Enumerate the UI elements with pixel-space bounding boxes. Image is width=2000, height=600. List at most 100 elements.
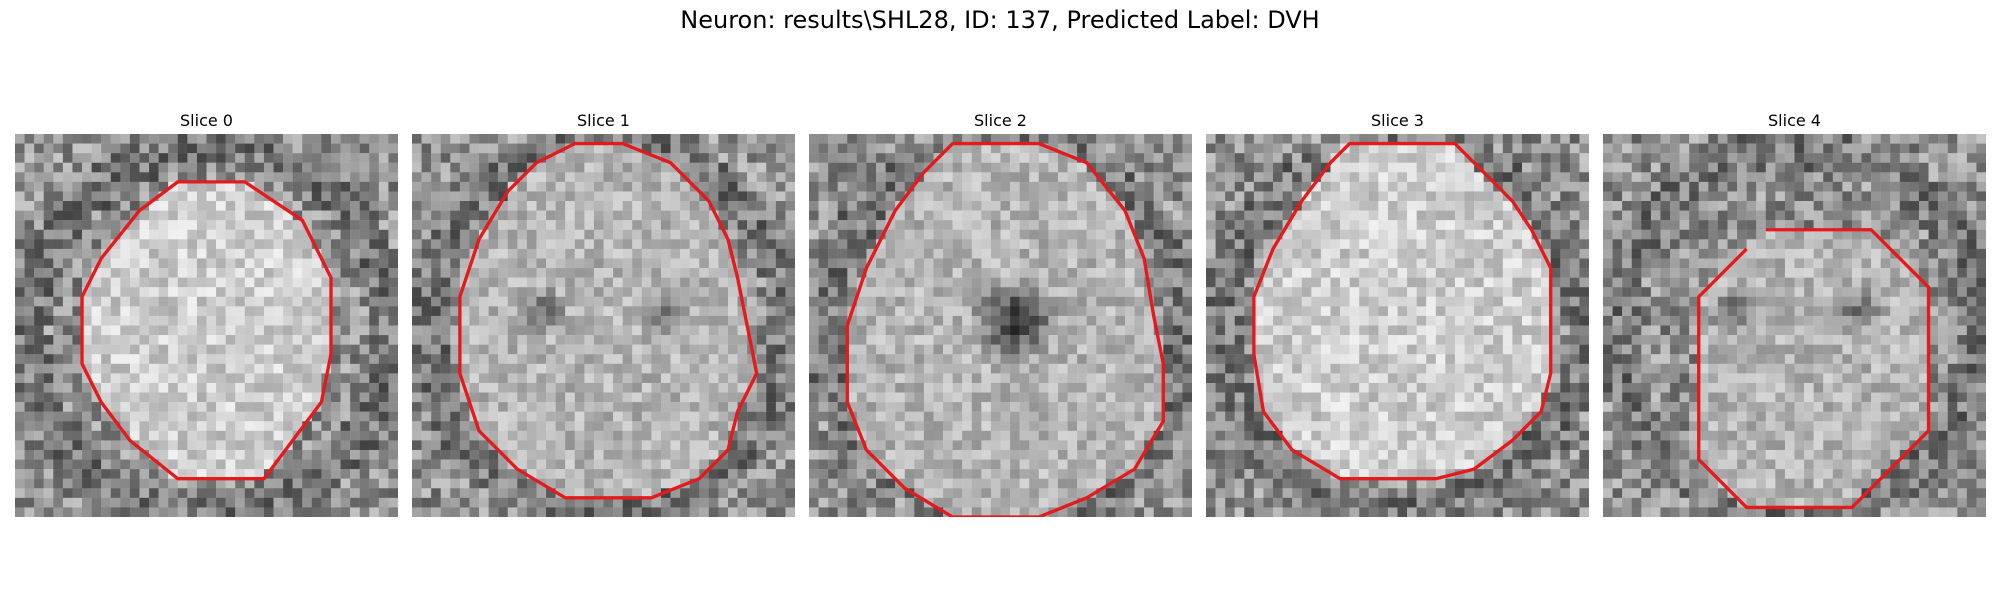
pixel (699, 363, 710, 374)
pixel (1474, 134, 1484, 144)
pixel (622, 172, 633, 183)
pixel (440, 507, 451, 517)
pixel (809, 134, 819, 144)
pixel (574, 220, 585, 230)
pixel (15, 459, 25, 470)
pixel (1019, 440, 1030, 451)
pixel (91, 134, 102, 144)
pixel (1048, 363, 1059, 374)
pixel (1029, 354, 1039, 364)
pixel (459, 325, 470, 336)
pixel (431, 354, 441, 364)
pixel (1560, 153, 1571, 163)
pixel (756, 287, 767, 297)
pixel (378, 497, 389, 508)
pixel (1387, 143, 1398, 154)
pixel (82, 210, 92, 221)
pixel (1182, 258, 1192, 269)
pixel (536, 440, 547, 451)
pixel (885, 181, 896, 192)
pixel (469, 162, 480, 173)
pixel (933, 229, 944, 240)
pixel (1134, 335, 1145, 345)
pixel (292, 440, 303, 451)
pixel (1105, 315, 1116, 326)
pixel (990, 507, 1001, 517)
pixel (1206, 143, 1216, 154)
pixel (440, 229, 451, 240)
pixel (613, 373, 623, 384)
pixel (388, 296, 398, 307)
pixel (785, 478, 795, 489)
pixel (321, 287, 332, 297)
pixel (507, 287, 518, 297)
pixel (469, 268, 480, 278)
pixel (43, 411, 54, 422)
pixel (718, 248, 729, 259)
pixel (43, 507, 54, 517)
pixel (536, 181, 547, 192)
pixel (689, 402, 700, 412)
pixel (469, 229, 480, 240)
pixel (24, 440, 35, 451)
pixel (766, 440, 777, 451)
pixel (225, 239, 236, 250)
pixel (91, 162, 102, 173)
pixel (1124, 306, 1135, 317)
pixel (962, 201, 972, 211)
pixel (321, 497, 332, 508)
pixel (747, 392, 757, 403)
pixel (43, 181, 54, 192)
pixel (1057, 507, 1068, 517)
pixel (718, 382, 729, 393)
pixel (53, 459, 64, 470)
pixel (1445, 162, 1456, 173)
pixel (555, 335, 566, 345)
pixel (593, 354, 604, 364)
pixel (359, 335, 370, 345)
pixel (1144, 306, 1154, 317)
pixel (15, 469, 25, 479)
pixel (34, 478, 44, 489)
pixel (847, 296, 858, 307)
pixel (923, 459, 934, 470)
pixel (1019, 248, 1030, 259)
pixel (785, 354, 795, 364)
pixel (837, 277, 848, 288)
pixel (440, 440, 451, 451)
pixel (168, 258, 178, 269)
pixel (421, 488, 432, 499)
pixel (943, 210, 953, 221)
pixel (651, 315, 662, 326)
pixel (431, 497, 441, 508)
pixel (923, 478, 934, 489)
pixel (24, 363, 35, 374)
pixel (1349, 153, 1360, 163)
pixel (488, 258, 499, 269)
pixel (828, 421, 838, 432)
pixel (632, 440, 642, 451)
pixel (1105, 153, 1116, 163)
pixel (680, 248, 690, 259)
pixel (469, 306, 480, 317)
pixel (933, 421, 944, 432)
pixel (641, 210, 652, 221)
pixel (43, 488, 54, 499)
pixel (206, 421, 217, 432)
pixel (139, 268, 150, 278)
pixel (565, 181, 575, 192)
pixel (1182, 373, 1192, 384)
pixel (737, 373, 748, 384)
pixel (421, 172, 432, 183)
pixel (546, 143, 556, 154)
pixel (254, 478, 265, 489)
pixel (120, 382, 131, 393)
pixel (680, 469, 690, 479)
pixel (440, 392, 451, 403)
pixel (1010, 172, 1020, 183)
pixel (933, 459, 944, 470)
pixel (699, 296, 710, 307)
pixel (904, 354, 915, 364)
pixel (876, 488, 886, 499)
pixel (283, 143, 293, 154)
